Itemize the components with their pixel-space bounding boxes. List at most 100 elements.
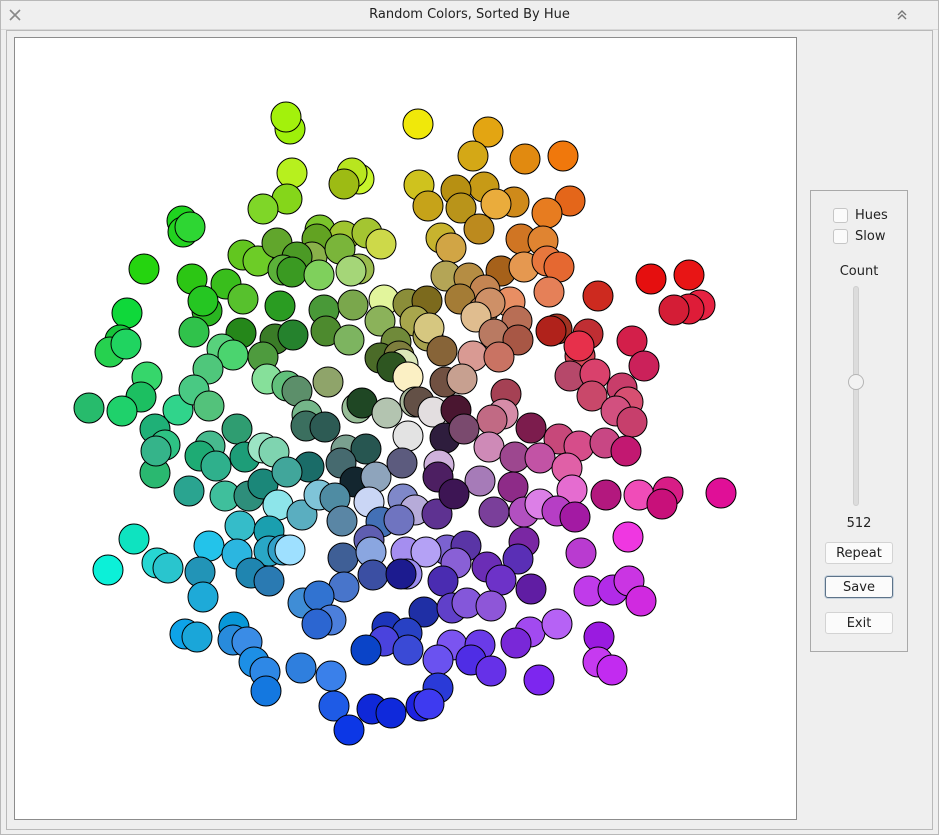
color-circle <box>333 324 365 356</box>
color-circle <box>178 316 210 348</box>
color-circle <box>371 397 403 429</box>
color-circle <box>328 168 360 200</box>
color-circle <box>276 256 308 288</box>
color-circle <box>563 330 595 362</box>
color-circle <box>475 655 507 687</box>
color-circle <box>422 644 454 676</box>
color-circle <box>435 232 467 264</box>
color-circle <box>445 192 477 224</box>
color-circle <box>221 413 253 445</box>
color-circle <box>315 660 347 692</box>
color-circle <box>365 228 397 260</box>
color-circle <box>187 285 219 317</box>
color-circle <box>350 634 382 666</box>
color-circle <box>531 197 563 229</box>
color-circle <box>625 585 657 617</box>
window-title: Random Colors, Sorted By Hue <box>369 7 570 22</box>
color-circle <box>264 290 296 322</box>
color-circle <box>333 714 365 746</box>
color-circle <box>616 325 648 357</box>
color-circle <box>421 498 453 530</box>
color-circle <box>646 488 678 520</box>
color-circle <box>385 558 417 590</box>
color-circle <box>364 305 396 337</box>
color-circle <box>247 193 279 225</box>
color-circle <box>524 442 556 474</box>
color-circle <box>274 534 306 566</box>
color-circle <box>174 211 206 243</box>
color-circle <box>412 190 444 222</box>
color-circle <box>276 157 308 189</box>
color-circle <box>596 654 628 686</box>
color-circle <box>502 543 534 575</box>
color-circle <box>227 283 259 315</box>
hues-checkbox[interactable] <box>833 207 848 223</box>
color-circle <box>118 523 150 555</box>
color-circle <box>658 294 690 326</box>
color-circle <box>427 565 459 597</box>
slow-option[interactable]: Slow <box>833 227 885 245</box>
color-circle <box>106 395 138 427</box>
color-circle <box>250 675 282 707</box>
color-circle <box>582 280 614 312</box>
color-circle <box>426 335 458 367</box>
color-circle <box>628 350 660 382</box>
color-circle <box>386 447 418 479</box>
color-circle <box>392 420 424 452</box>
exit-button[interactable]: Exit <box>825 612 893 634</box>
color-circle <box>277 319 309 351</box>
color-circle <box>301 608 333 640</box>
content-frame <box>6 30 933 830</box>
color-circle <box>463 213 495 245</box>
color-circle <box>193 390 225 422</box>
color-circle <box>438 478 470 510</box>
color-circle <box>673 259 705 291</box>
count-slider[interactable] <box>853 286 859 506</box>
color-circle <box>559 501 591 533</box>
color-circle <box>327 542 359 574</box>
color-circle <box>576 380 608 412</box>
color-circle <box>480 188 512 220</box>
color-circle <box>326 505 358 537</box>
color-circle <box>410 536 442 568</box>
color-circle <box>565 537 597 569</box>
color-circle <box>485 564 517 596</box>
color-circle <box>472 116 504 148</box>
slow-checkbox[interactable] <box>833 228 848 244</box>
color-circle <box>535 315 567 347</box>
color-circle <box>541 608 573 640</box>
color-circle <box>515 573 547 605</box>
save-button[interactable]: Save <box>825 576 893 598</box>
color-circle <box>476 404 508 436</box>
count-slider-handle[interactable] <box>848 374 864 390</box>
color-circle <box>375 697 407 729</box>
color-circle <box>413 688 445 720</box>
color-circle <box>111 297 143 329</box>
color-circle <box>500 627 532 659</box>
hues-option[interactable]: Hues <box>833 206 888 224</box>
color-circle <box>312 366 344 398</box>
color-circle <box>193 530 225 562</box>
repeat-button[interactable]: Repeat <box>825 542 893 564</box>
color-circle <box>383 504 415 536</box>
color-circle <box>478 496 510 528</box>
drawing-canvas <box>14 37 797 820</box>
color-circle <box>523 664 555 696</box>
close-icon[interactable] <box>7 7 23 23</box>
color-circle <box>337 289 369 321</box>
color-circle <box>392 634 424 666</box>
color-circle <box>271 456 303 488</box>
hues-label: Hues <box>855 207 888 223</box>
count-label: Count <box>839 264 879 279</box>
color-circle <box>128 253 160 285</box>
color-circle <box>357 559 389 591</box>
color-circle <box>286 499 318 531</box>
shade-icon[interactable] <box>894 7 910 23</box>
color-circle <box>464 465 496 497</box>
color-circle <box>173 475 205 507</box>
control-panel: Hues Slow Count 512 Repeat Save Exit <box>810 190 908 652</box>
color-circle <box>152 552 184 584</box>
color-circle <box>285 652 317 684</box>
color-circle <box>475 590 507 622</box>
color-circle <box>270 101 302 133</box>
